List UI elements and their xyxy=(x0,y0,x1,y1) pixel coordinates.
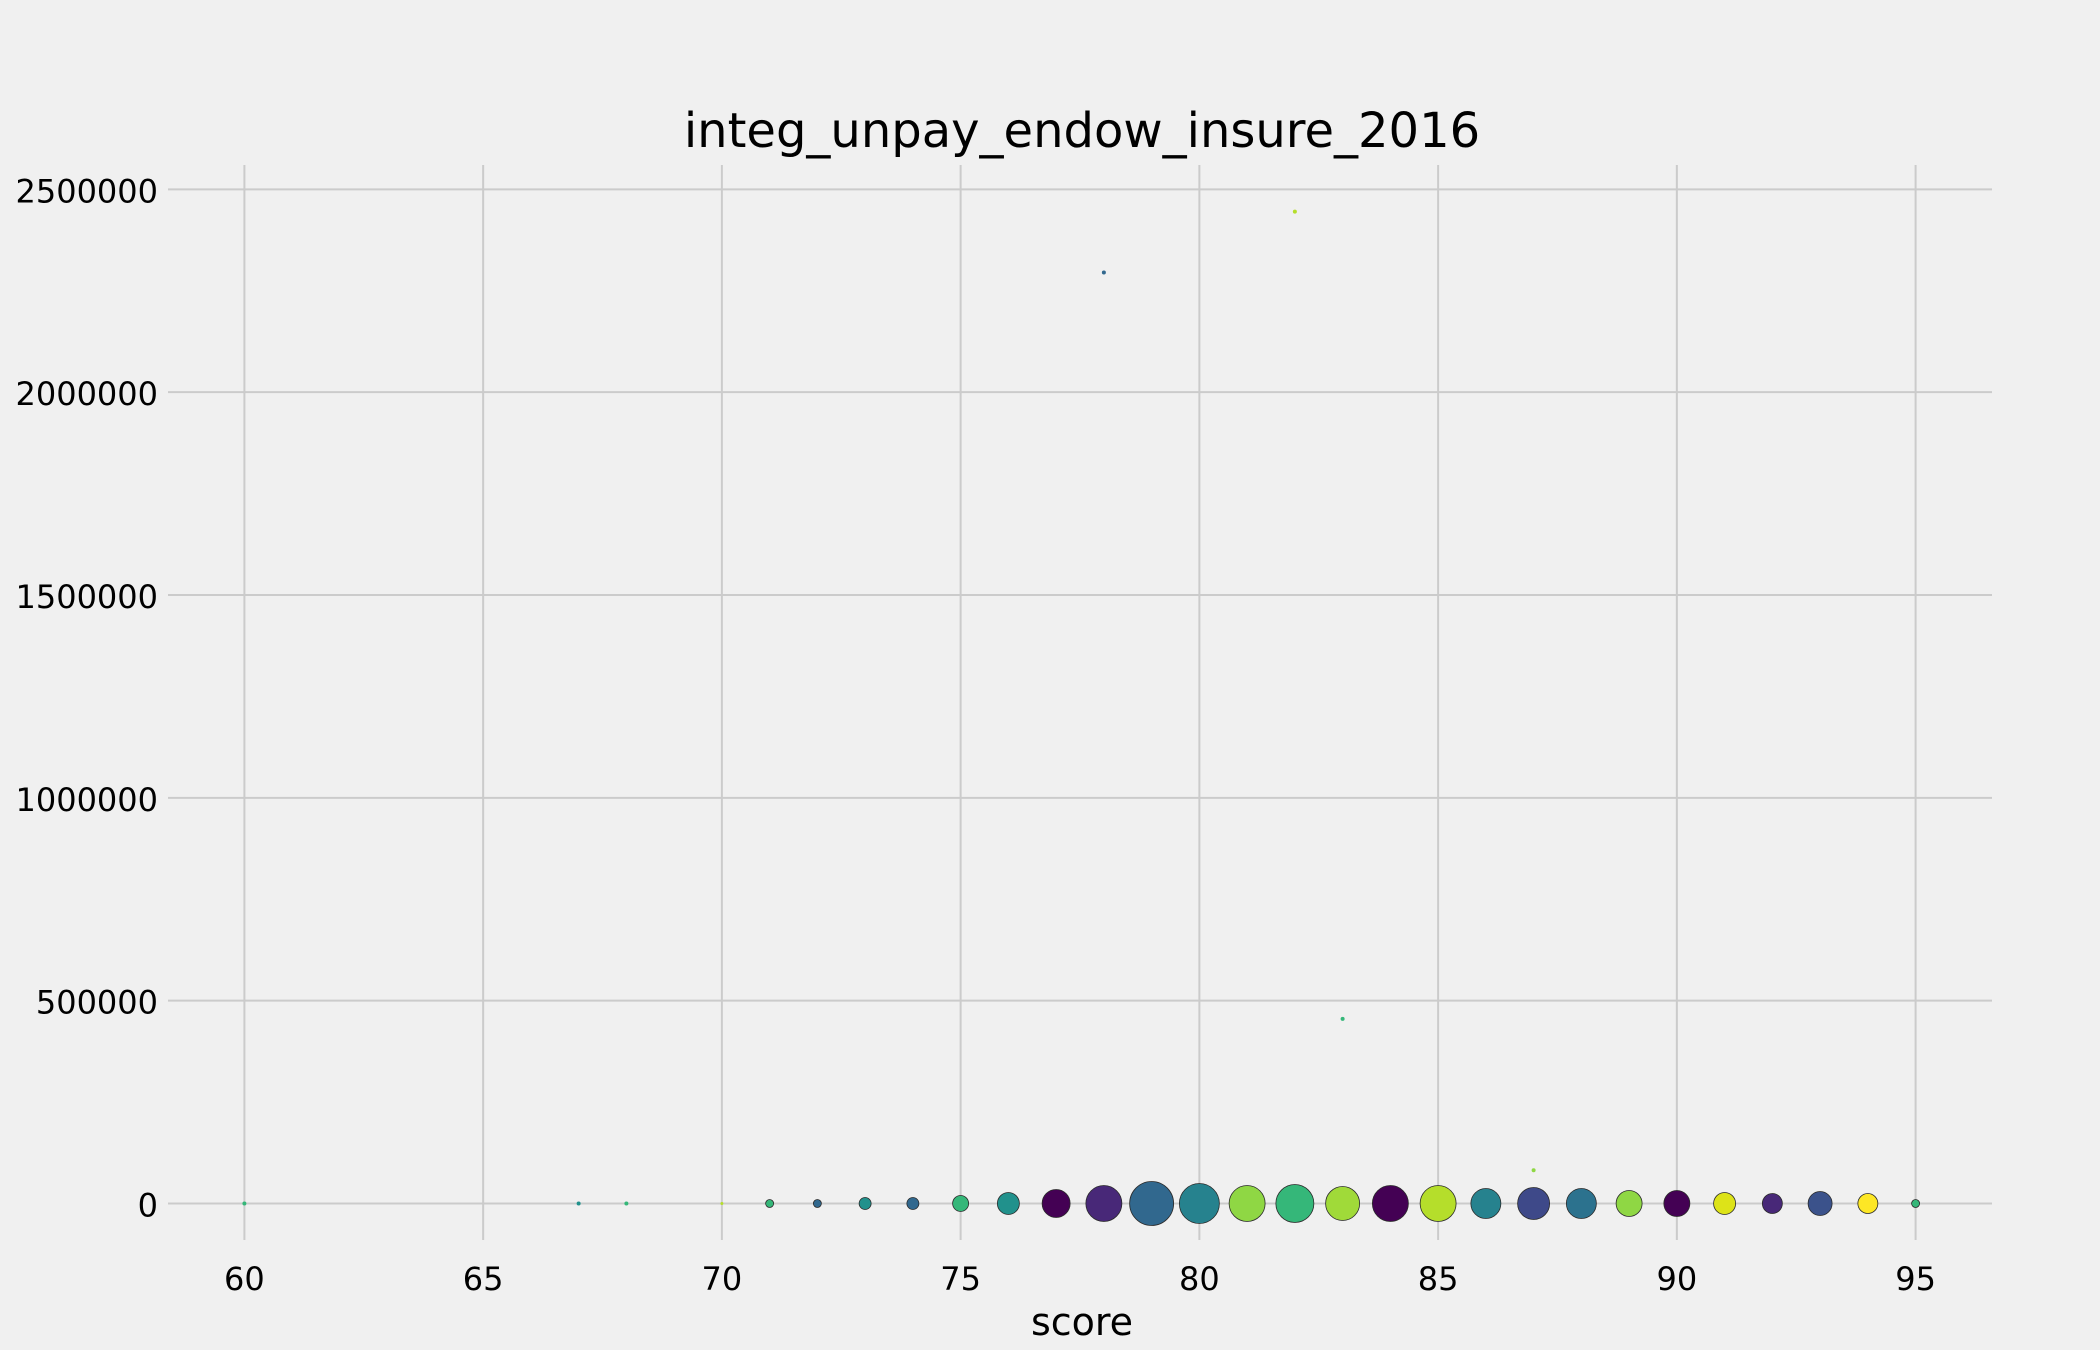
data-point xyxy=(1178,1183,1220,1224)
data-point xyxy=(1663,1190,1691,1217)
data-point xyxy=(1228,1185,1266,1222)
data-point xyxy=(1911,1199,1921,1208)
x-tick-label: 75 xyxy=(940,1260,981,1298)
data-point xyxy=(1807,1191,1833,1216)
data-point xyxy=(1761,1193,1783,1214)
data-point xyxy=(1101,270,1106,275)
y-tick-label: 500000 xyxy=(36,984,158,1022)
y-tick-label: 1500000 xyxy=(15,578,158,616)
data-point xyxy=(576,1201,581,1206)
data-point xyxy=(765,1199,775,1208)
data-point xyxy=(1470,1188,1502,1219)
data-point xyxy=(812,1199,822,1208)
x-tick-label: 95 xyxy=(1895,1260,1936,1298)
data-point xyxy=(858,1197,872,1210)
x-tick-label: 85 xyxy=(1418,1260,1459,1298)
data-point xyxy=(1565,1188,1597,1219)
data-point xyxy=(1517,1187,1551,1220)
x-tick-labels: 60 65 70 75 80 85 90 95 xyxy=(224,1260,1936,1298)
y-tick-label: 2500000 xyxy=(15,172,158,210)
y-tick-labels: 0 500000 1000000 1500000 2000000 2500000 xyxy=(15,172,158,1224)
data-point xyxy=(624,1201,629,1206)
data-points xyxy=(242,209,1921,1226)
data-point xyxy=(720,1201,724,1205)
data-point xyxy=(906,1197,920,1210)
data-point xyxy=(1713,1192,1737,1215)
data-point xyxy=(996,1192,1020,1215)
y-tick-label: 1000000 xyxy=(15,781,158,819)
data-point xyxy=(1531,1168,1536,1173)
chart-title: integ_unpay_endow_insure_2016 xyxy=(684,103,1480,159)
grid xyxy=(168,165,1992,1240)
data-point xyxy=(1129,1181,1175,1226)
data-point xyxy=(1615,1190,1643,1217)
x-tick-label: 80 xyxy=(1179,1260,1220,1298)
x-tick-label: 70 xyxy=(702,1260,743,1298)
x-axis-label: score xyxy=(1031,1300,1133,1344)
data-point xyxy=(1371,1185,1409,1222)
data-point xyxy=(242,1201,247,1206)
data-point xyxy=(1419,1185,1457,1222)
y-tick-label: 2000000 xyxy=(15,375,158,413)
data-point xyxy=(1041,1189,1071,1218)
y-tick-label: 0 xyxy=(138,1186,158,1224)
data-point xyxy=(1325,1186,1361,1221)
data-point xyxy=(1857,1193,1879,1214)
data-point xyxy=(1292,209,1297,214)
data-point xyxy=(1340,1016,1345,1021)
x-tick-label: 60 xyxy=(224,1260,265,1298)
data-point xyxy=(1085,1185,1123,1222)
data-point xyxy=(1275,1184,1315,1223)
data-point xyxy=(952,1195,970,1212)
x-tick-label: 90 xyxy=(1656,1260,1697,1298)
x-tick-label: 65 xyxy=(463,1260,504,1298)
